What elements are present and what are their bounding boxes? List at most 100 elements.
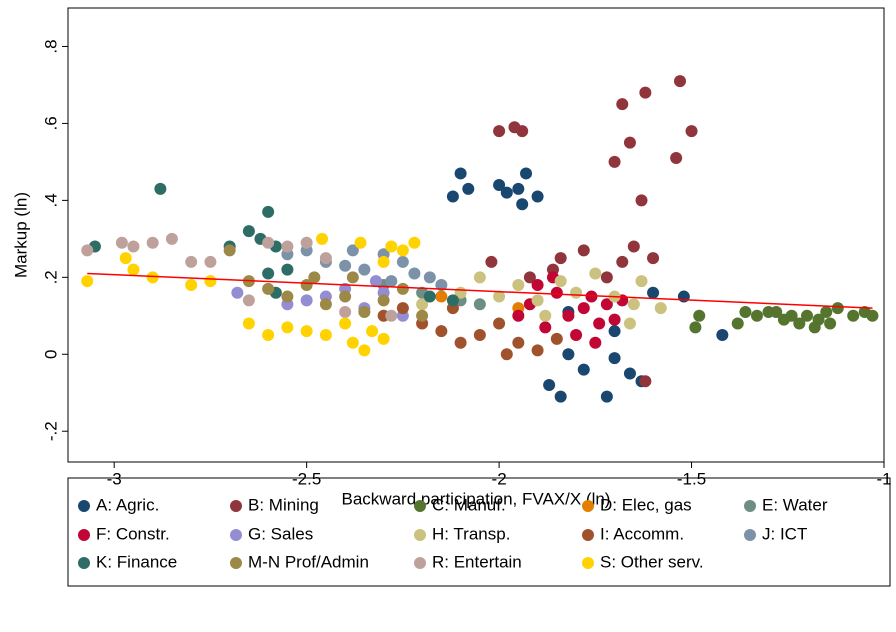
data-point xyxy=(739,305,752,318)
legend-marker xyxy=(744,500,756,512)
data-point xyxy=(435,279,448,292)
data-point xyxy=(500,186,513,199)
data-point xyxy=(473,271,486,284)
data-point xyxy=(127,240,140,253)
data-point xyxy=(154,182,167,195)
legend-marker xyxy=(78,557,90,569)
data-point xyxy=(543,379,556,392)
data-point xyxy=(801,309,814,322)
data-point xyxy=(165,232,178,245)
legend-marker xyxy=(230,529,242,541)
data-point xyxy=(570,329,583,342)
data-point xyxy=(346,336,359,349)
data-point xyxy=(339,317,352,330)
data-point xyxy=(589,336,602,349)
data-point xyxy=(81,275,94,288)
y-tick-label: -.2 xyxy=(41,421,60,441)
data-point xyxy=(674,75,686,88)
data-point xyxy=(512,279,525,292)
data-point xyxy=(396,255,409,268)
data-point xyxy=(446,294,459,307)
legend-label: G: Sales xyxy=(248,524,313,543)
data-point xyxy=(493,125,506,138)
data-point xyxy=(119,252,132,265)
data-point xyxy=(623,317,636,330)
data-point xyxy=(554,390,567,403)
data-point xyxy=(623,367,636,380)
legend-label: B: Mining xyxy=(248,495,319,514)
data-point xyxy=(608,155,621,168)
data-point xyxy=(262,267,275,280)
legend-label: I: Accomm. xyxy=(600,524,684,543)
data-point xyxy=(416,298,429,311)
data-point xyxy=(485,255,498,268)
data-point xyxy=(627,298,640,311)
data-point xyxy=(127,263,140,276)
legend-label: K: Finance xyxy=(96,552,177,571)
data-point xyxy=(593,317,606,330)
legend-label: C: Manuf. xyxy=(432,495,506,514)
legend-label: R: Entertain xyxy=(432,552,522,571)
data-point xyxy=(512,182,525,195)
data-point xyxy=(385,240,398,253)
data-point xyxy=(531,190,544,203)
data-point xyxy=(185,279,198,292)
data-point xyxy=(647,252,660,265)
legend-marker xyxy=(744,529,756,541)
data-point xyxy=(423,271,436,284)
data-point xyxy=(473,298,486,311)
data-point xyxy=(262,329,275,342)
x-tick-label: -2 xyxy=(492,469,507,488)
fit-line xyxy=(87,272,873,309)
data-point xyxy=(793,317,806,330)
data-point xyxy=(223,244,236,257)
data-point xyxy=(358,344,371,357)
data-point xyxy=(539,309,552,322)
data-point xyxy=(454,167,467,180)
legend-marker xyxy=(414,529,426,541)
data-point xyxy=(785,309,798,322)
data-point xyxy=(531,279,544,292)
legend-label: D: Elec, gas xyxy=(600,495,692,514)
data-point xyxy=(516,198,529,211)
data-point xyxy=(396,302,409,315)
data-point xyxy=(300,294,313,307)
data-point xyxy=(570,286,583,299)
data-point xyxy=(716,329,729,342)
data-point xyxy=(616,98,629,111)
data-point xyxy=(300,279,313,292)
legend-marker xyxy=(582,557,594,569)
data-point xyxy=(635,275,648,288)
legend-marker xyxy=(78,529,90,541)
data-point xyxy=(385,309,398,322)
data-point xyxy=(685,125,698,138)
data-point xyxy=(770,305,783,318)
legend-box xyxy=(67,477,891,587)
data-point xyxy=(550,286,563,299)
legend-marker xyxy=(582,529,594,541)
data-point xyxy=(639,86,652,99)
data-point xyxy=(531,344,544,357)
data-point xyxy=(500,348,513,361)
legend-marker xyxy=(414,557,426,569)
data-point xyxy=(577,363,590,376)
data-point xyxy=(577,244,590,257)
data-point xyxy=(562,348,575,361)
data-point xyxy=(231,286,244,299)
data-point xyxy=(654,302,667,315)
data-point xyxy=(262,205,275,218)
data-point xyxy=(408,236,421,249)
data-point xyxy=(185,255,198,268)
data-point xyxy=(689,321,702,334)
data-point xyxy=(677,290,690,303)
legend-label: S: Other serv. xyxy=(600,552,704,571)
data-point xyxy=(493,317,506,330)
plot-frame xyxy=(67,7,885,463)
data-point xyxy=(608,325,621,338)
data-point xyxy=(358,305,371,318)
data-point xyxy=(462,182,475,195)
data-point xyxy=(146,236,159,249)
data-point xyxy=(493,178,506,191)
data-point xyxy=(585,290,598,303)
data-point xyxy=(416,309,429,322)
